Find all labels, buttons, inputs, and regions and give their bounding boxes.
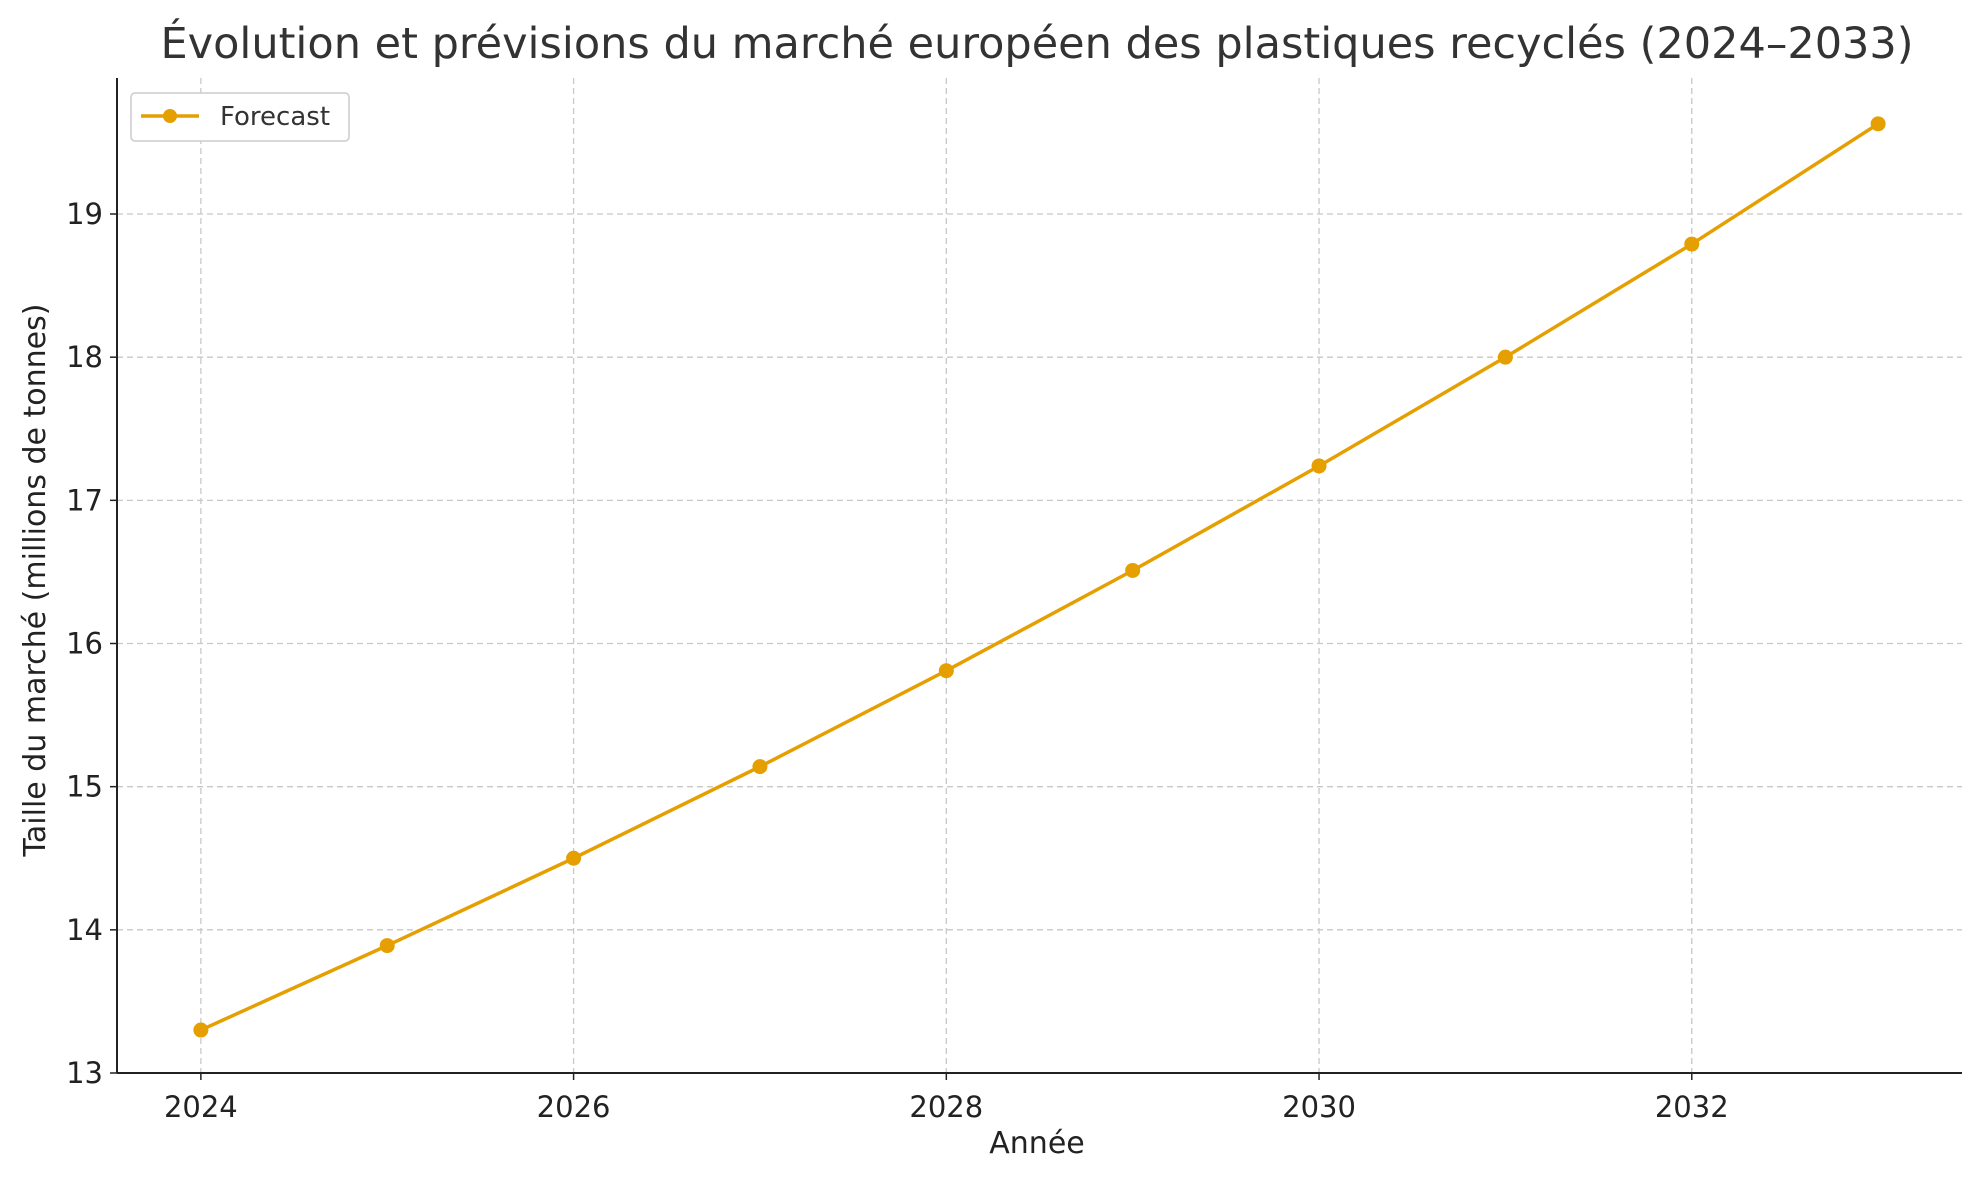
legend-box — [130, 92, 350, 142]
series-line-forecast — [200, 122, 1880, 1032]
y-axis-label: Taille du marché (millions de tonnes) — [18, 304, 53, 858]
legend-entry-forecast: Forecast — [220, 102, 330, 132]
y-tick-label-17: 17 — [66, 483, 103, 517]
x-tick-label-2032: 2032 — [1655, 1090, 1729, 1124]
x-axis-label: Année — [989, 1126, 1084, 1161]
x-tick-label-2030: 2030 — [1282, 1090, 1356, 1124]
legend: Forecast — [130, 92, 350, 142]
data-point-2031 — [1497, 349, 1513, 365]
y-axis-ticks: 13 14 15 16 17 18 19 — [66, 197, 117, 1090]
x-tick-label-2026: 2026 — [537, 1090, 611, 1124]
data-point-2029 — [1125, 562, 1141, 578]
x-tick-label-2028: 2028 — [909, 1090, 983, 1124]
y-tick-label-13: 13 — [66, 1056, 103, 1090]
series-layer — [193, 116, 1886, 1038]
data-point-2025 — [379, 938, 395, 954]
x-tick-label-2024: 2024 — [164, 1090, 238, 1124]
data-point-2027 — [752, 759, 768, 775]
data-point-2024 — [193, 1022, 209, 1038]
data-point-2026 — [566, 850, 582, 866]
x-axis-ticks: 2024 2026 2028 2030 2032 — [164, 1073, 1729, 1124]
data-point-2030 — [1311, 458, 1327, 474]
chart-title: Évolution et prévisions du marché europé… — [160, 18, 1913, 69]
data-point-2033 — [1870, 116, 1886, 132]
axes — [116, 78, 1962, 1074]
data-point-2032 — [1684, 236, 1700, 252]
y-tick-label-19: 19 — [66, 197, 103, 231]
legend-marker-sample — [163, 109, 177, 123]
y-tick-label-18: 18 — [66, 340, 103, 374]
y-tick-label-15: 15 — [66, 770, 103, 804]
data-point-2028 — [938, 663, 954, 679]
y-tick-label-16: 16 — [66, 627, 103, 661]
y-tick-label-14: 14 — [66, 913, 103, 947]
grid — [117, 78, 1962, 1074]
